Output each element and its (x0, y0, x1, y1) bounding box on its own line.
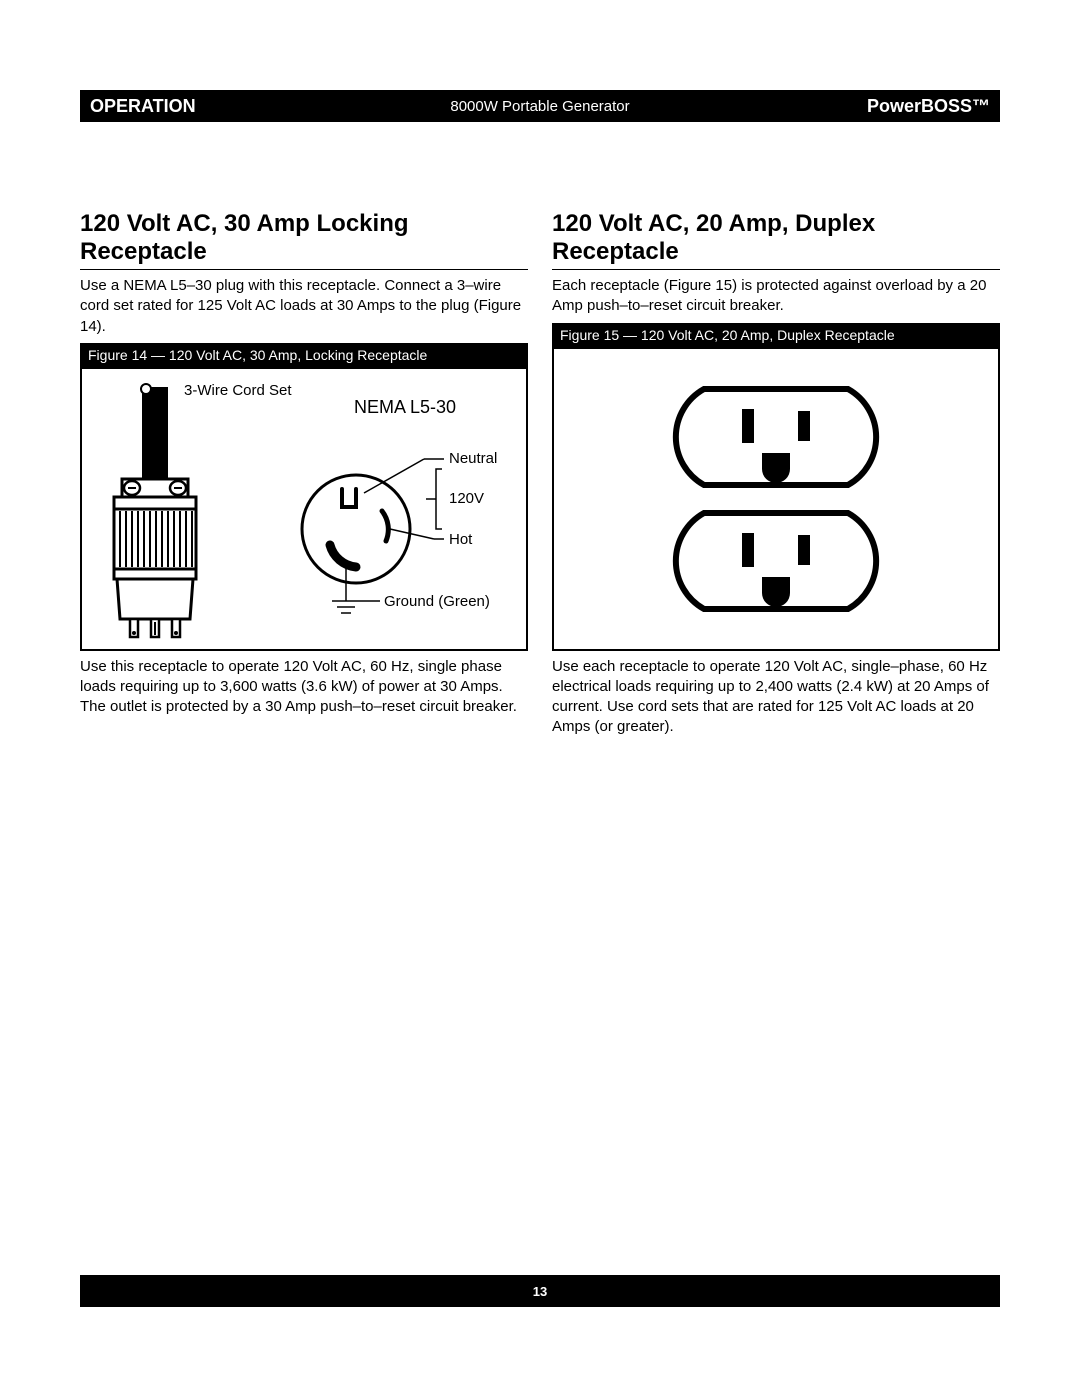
fig14-neutral-label: Neutral (449, 450, 497, 467)
content: 120 Volt AC, 30 Amp Locking Receptacle U… (80, 210, 1000, 744)
rule (80, 269, 528, 270)
page-number: 13 (533, 1284, 547, 1299)
fig15-diagram (554, 349, 998, 649)
fig14-120v-label: 120V (449, 490, 484, 507)
left-outro: Use this receptacle to operate 120 Volt … (80, 657, 528, 718)
fig15-caption: Figure 15 — 120 Volt AC, 20 Amp, Duplex … (552, 323, 1000, 347)
header-brand: PowerBOSS™ (867, 96, 1000, 117)
header-product: 8000W Portable Generator (80, 98, 1000, 115)
fig14-caption: Figure 14 — 120 Volt AC, 30 Amp, Locking… (80, 343, 528, 367)
header-bar: OPERATION 8000W Portable Generator Power… (80, 90, 1000, 122)
fig14-ground-label: Ground (Green) (384, 593, 490, 610)
left-title: 120 Volt AC, 30 Amp Locking Receptacle (80, 210, 528, 265)
fig14-box: 3-Wire Cord Set (80, 367, 528, 651)
right-outro: Use each receptacle to operate 120 Volt … (552, 657, 1000, 738)
rule (552, 269, 1000, 270)
left-intro: Use a NEMA L5–30 plug with this receptac… (80, 276, 528, 337)
right-intro: Each receptacle (Figure 15) is protected… (552, 276, 1000, 317)
fig14-hot-label: Hot (449, 531, 473, 548)
fig14-nema-label: NEMA L5-30 (354, 397, 456, 417)
fig15-box (552, 347, 1000, 651)
header-section: OPERATION (80, 96, 196, 117)
right-title: 120 Volt AC, 20 Amp, Duplex Receptacle (552, 210, 1000, 265)
footer-bar: 13 (80, 1275, 1000, 1307)
right-column: 120 Volt AC, 20 Amp, Duplex Receptacle E… (552, 210, 1000, 744)
left-column: 120 Volt AC, 30 Amp Locking Receptacle U… (80, 210, 528, 744)
fig14-cord-label: 3-Wire Cord Set (184, 382, 292, 399)
fig14-diagram: 3-Wire Cord Set (82, 369, 526, 649)
